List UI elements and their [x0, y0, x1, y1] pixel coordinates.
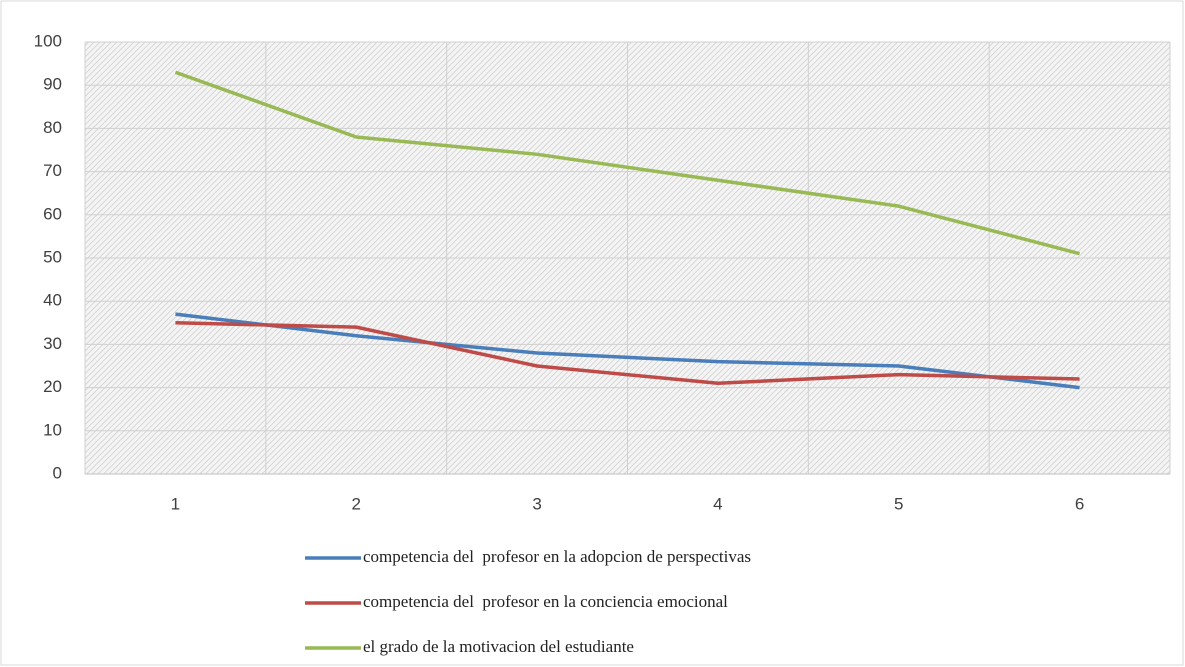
y-tick-label: 70	[43, 161, 62, 180]
series-line	[175, 312, 1080, 390]
y-tick-label: 0	[53, 463, 62, 482]
legend-label: competencia del profesor en la adopcion …	[363, 547, 751, 566]
series-line	[174, 70, 1081, 256]
legend-label: competencia del profesor en la concienci…	[363, 592, 728, 611]
y-tick-label: 90	[43, 75, 62, 94]
x-tick-label: 2	[352, 494, 361, 513]
series-line	[175, 321, 1080, 386]
x-tick-label: 1	[171, 494, 180, 513]
y-tick-label: 100	[34, 31, 62, 50]
y-tick-label: 10	[43, 420, 62, 439]
y-tick-label: 60	[43, 204, 62, 223]
y-tick-label: 80	[43, 118, 62, 137]
x-tick-label: 4	[713, 494, 722, 513]
y-tick-label: 20	[43, 377, 62, 396]
y-tick-label: 40	[43, 291, 62, 310]
y-tick-label: 50	[43, 247, 62, 266]
x-tick-label: 6	[1075, 494, 1084, 513]
legend-label: el grado de la motivacion del estudiante	[363, 637, 634, 656]
x-tick-label: 3	[532, 494, 541, 513]
x-tick-label: 5	[894, 494, 903, 513]
y-tick-label: 30	[43, 334, 62, 353]
